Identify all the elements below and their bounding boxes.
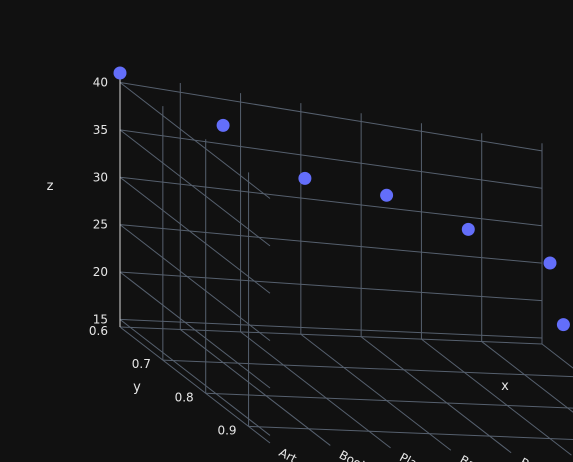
- data-point-bowling-ball[interactable]: [462, 223, 475, 236]
- data-point-cloth[interactable]: [544, 257, 557, 270]
- z-tick-20: 20: [93, 265, 108, 279]
- y-tick-0.6: 0.6: [89, 324, 108, 338]
- floor-gridline-y-2: [206, 393, 573, 410]
- x-axis-title: x: [501, 379, 509, 394]
- left-wall-z-gridline-2: [120, 225, 270, 341]
- x-tick-3: Bowling Ball: [518, 455, 573, 462]
- x-tick-5: Plant: [397, 450, 431, 462]
- y-tick-0.7: 0.7: [132, 357, 151, 371]
- floor-gridline-cat-1: [180, 329, 330, 445]
- data-point-book-shelf[interactable]: [217, 119, 230, 132]
- x-tick-7: Art: [277, 445, 300, 462]
- floor-gridline-cat-5: [421, 339, 571, 455]
- left-wall-z-gridline-3: [120, 177, 270, 293]
- x-tick-4: Baby: [457, 453, 490, 462]
- data-point-plant[interactable]: [298, 172, 311, 185]
- data-point-art[interactable]: [114, 67, 127, 80]
- floor-gridline-cat-0: [120, 327, 270, 443]
- floor-gridline-cat-4: [361, 337, 511, 453]
- z-tick-30: 30: [93, 170, 108, 184]
- z-tick-40: 40: [93, 75, 108, 89]
- floor-gridline-y-3: [249, 426, 573, 443]
- data-points: [114, 67, 573, 332]
- y-tick-0.9: 0.9: [217, 423, 236, 437]
- back-wall-z-gridline-1: [120, 272, 542, 301]
- data-point-baby[interactable]: [380, 189, 393, 202]
- z-tick-35: 35: [93, 123, 108, 137]
- z-axis-title: z: [47, 179, 54, 194]
- y-tick-0.8: 0.8: [175, 390, 194, 404]
- x-tick-6: Book Shelf: [337, 448, 401, 462]
- floor-gridline-cat-3: [301, 334, 451, 450]
- back-wall-z-gridline-2: [120, 225, 542, 263]
- floor-gridline-y-1: [163, 360, 573, 377]
- data-point-rocks[interactable]: [557, 318, 570, 331]
- back-wall-z-gridline-4: [120, 130, 542, 188]
- y-axis-title: y: [133, 380, 141, 395]
- back-wall-z-gridline-5: [120, 82, 542, 150]
- left-wall-z-gridline-5: [120, 82, 270, 198]
- floor-gridline-cat-7: [542, 344, 573, 460]
- z-tick-25: 25: [93, 218, 108, 232]
- back-wall-z-gridline-3: [120, 177, 542, 225]
